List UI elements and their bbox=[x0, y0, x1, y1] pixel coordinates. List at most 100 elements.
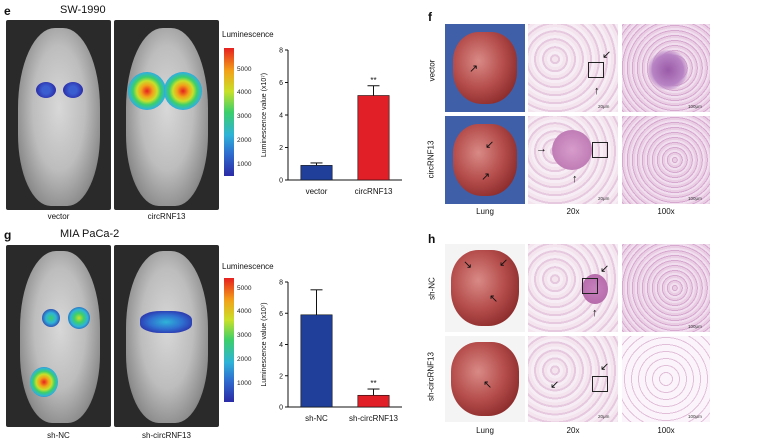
colorbar-tick: 2000 bbox=[237, 137, 252, 144]
arrow-icon: ↑ bbox=[592, 307, 598, 319]
col-label-lung: Lung bbox=[476, 426, 494, 435]
panel-letter-f: f bbox=[428, 10, 432, 24]
y-tick-label: 6 bbox=[279, 80, 283, 87]
zoom-box bbox=[592, 376, 608, 392]
arrow-icon: → bbox=[536, 143, 547, 155]
x-tick-label: sh-NC bbox=[305, 414, 328, 423]
colorbar-tick: 1000 bbox=[237, 380, 252, 387]
zoom-box bbox=[582, 278, 598, 294]
scale-label: 20μm bbox=[598, 104, 610, 109]
y-tick-label: 0 bbox=[279, 405, 283, 412]
row-label-circrnf13: circRNF13 bbox=[426, 140, 436, 179]
caption-circrnf13: circRNF13 bbox=[147, 212, 186, 221]
panel-letter-e: e bbox=[4, 4, 11, 18]
y-tick-label: 8 bbox=[279, 280, 283, 287]
y-tick-label: 2 bbox=[279, 145, 283, 152]
caption-sh-nc: sh-NC bbox=[47, 431, 70, 440]
panel-e-title: SW-1990 bbox=[60, 4, 106, 16]
arrow-icon: ↙ bbox=[602, 49, 612, 61]
lung-image-vector: ↗ bbox=[445, 24, 525, 112]
caption-vector: vector bbox=[47, 212, 70, 221]
lung-image-sh-nc: ↘ ↙ ↖ bbox=[445, 244, 525, 332]
row-label-sh-nc: sh-NC bbox=[427, 277, 437, 300]
lung-image-sh-circrnf13: ↖ bbox=[445, 336, 525, 422]
col-label-20x: 20x bbox=[566, 426, 580, 435]
scale-label: 20μm bbox=[598, 414, 610, 419]
zoom-box bbox=[592, 142, 608, 158]
panel-letter-g: g bbox=[4, 228, 12, 242]
arrow-icon: ↑ bbox=[594, 85, 600, 97]
arrow-icon: ↗ bbox=[469, 63, 479, 75]
he-100x-sh-circrnf13: 100μm bbox=[622, 336, 710, 422]
y-axis-label: Luminescence value (x10⁷) bbox=[261, 302, 268, 386]
colorbar-tick: 3000 bbox=[237, 113, 252, 120]
scale-label: 100μm bbox=[688, 196, 702, 201]
row-label-sh-circrnf13: sh-circRNF13 bbox=[426, 352, 436, 401]
bar-chart-g: 0 2 4 6 8 Luminescence value (x10⁷) sh-NC sh-ci… bbox=[261, 280, 402, 423]
he-20x-sh-circrnf13: ↙ ↙ 20μm bbox=[528, 336, 618, 422]
row-label-vector: vector bbox=[427, 59, 437, 82]
caption-sh-circrnf13: sh-circRNF13 bbox=[142, 431, 191, 440]
lung-image-circrnf13: ↙ ↗ bbox=[445, 116, 525, 204]
he-20x-circrnf13: → ↑ 20μm bbox=[528, 116, 618, 204]
colorbar-title-e: Luminescence bbox=[222, 30, 274, 39]
col-label-100x: 100x bbox=[657, 207, 675, 216]
y-tick-label: 2 bbox=[279, 373, 283, 380]
bioluminescence-image-sh-circrnf13 bbox=[114, 245, 219, 427]
bioluminescence-image-vector bbox=[6, 20, 111, 210]
colorbar-tick: 5000 bbox=[237, 285, 252, 292]
he-20x-sh-nc: ↙ ↑ bbox=[528, 244, 618, 332]
colorbar-tick: 2000 bbox=[237, 356, 252, 363]
arrow-icon: ↗ bbox=[481, 171, 491, 183]
colorbar-tick: 4000 bbox=[237, 89, 252, 96]
bar bbox=[357, 95, 390, 181]
colorbar-tick: 4000 bbox=[237, 308, 252, 315]
scale-label: 100μm bbox=[688, 324, 702, 329]
y-axis-label: Luminescence value (x10⁷) bbox=[261, 73, 268, 157]
he-100x-vector: 100μm bbox=[622, 24, 710, 112]
significance-label: ** bbox=[370, 379, 376, 388]
he-20x-vector: ↙ ↑ 20μm bbox=[528, 24, 618, 112]
y-tick-label: 4 bbox=[279, 342, 283, 349]
col-label-100x: 100x bbox=[657, 426, 675, 435]
colorbar-e bbox=[224, 48, 234, 176]
arrow-icon: ↙ bbox=[600, 361, 610, 373]
colorbar-g bbox=[224, 278, 234, 402]
col-label-20x: 20x bbox=[566, 207, 580, 216]
colorbar-tick: 5000 bbox=[237, 66, 252, 73]
significance-label: ** bbox=[370, 76, 376, 85]
he-100x-sh-nc: 100μm bbox=[622, 244, 710, 332]
arrow-icon: ↖ bbox=[489, 293, 499, 305]
x-tick-label: sh-circRNF13 bbox=[349, 414, 398, 423]
scale-label: 20μm bbox=[598, 196, 610, 201]
bioluminescence-image-sh-nc bbox=[6, 245, 111, 427]
arrow-icon: ↙ bbox=[550, 379, 560, 391]
bar-chart-e: 0 2 4 6 8 Luminescence value (x10⁷) vector circ… bbox=[261, 48, 402, 196]
x-tick-label: circRNF13 bbox=[355, 187, 393, 196]
arrow-icon: ↘ bbox=[463, 259, 473, 271]
arrow-icon: ↙ bbox=[485, 139, 495, 151]
scale-label: 100μm bbox=[688, 104, 702, 109]
arrow-icon: ↙ bbox=[600, 263, 610, 275]
zoom-box bbox=[588, 62, 604, 78]
colorbar-tick: 1000 bbox=[237, 161, 252, 168]
arrow-icon: ↖ bbox=[483, 379, 493, 391]
bar bbox=[300, 165, 333, 181]
arrow-icon: ↑ bbox=[572, 173, 578, 185]
y-tick-label: 4 bbox=[279, 113, 283, 120]
y-tick-label: 6 bbox=[279, 311, 283, 318]
x-tick-label: vector bbox=[306, 187, 328, 196]
bar bbox=[300, 314, 333, 408]
panel-g-title: MIA PaCa-2 bbox=[60, 228, 120, 240]
panel-letter-h: h bbox=[428, 232, 436, 246]
col-label-lung: Lung bbox=[476, 207, 494, 216]
colorbar-title-g: Luminescence bbox=[222, 262, 274, 271]
bioluminescence-image-circrnf13 bbox=[114, 20, 219, 210]
colorbar-tick: 3000 bbox=[237, 332, 252, 339]
y-tick-label: 0 bbox=[279, 178, 283, 185]
scale-label: 100μm bbox=[688, 414, 702, 419]
bar bbox=[357, 394, 390, 408]
he-100x-circrnf13: 100μm bbox=[622, 116, 710, 204]
y-tick-label: 8 bbox=[279, 48, 283, 55]
arrow-icon: ↙ bbox=[499, 257, 509, 269]
